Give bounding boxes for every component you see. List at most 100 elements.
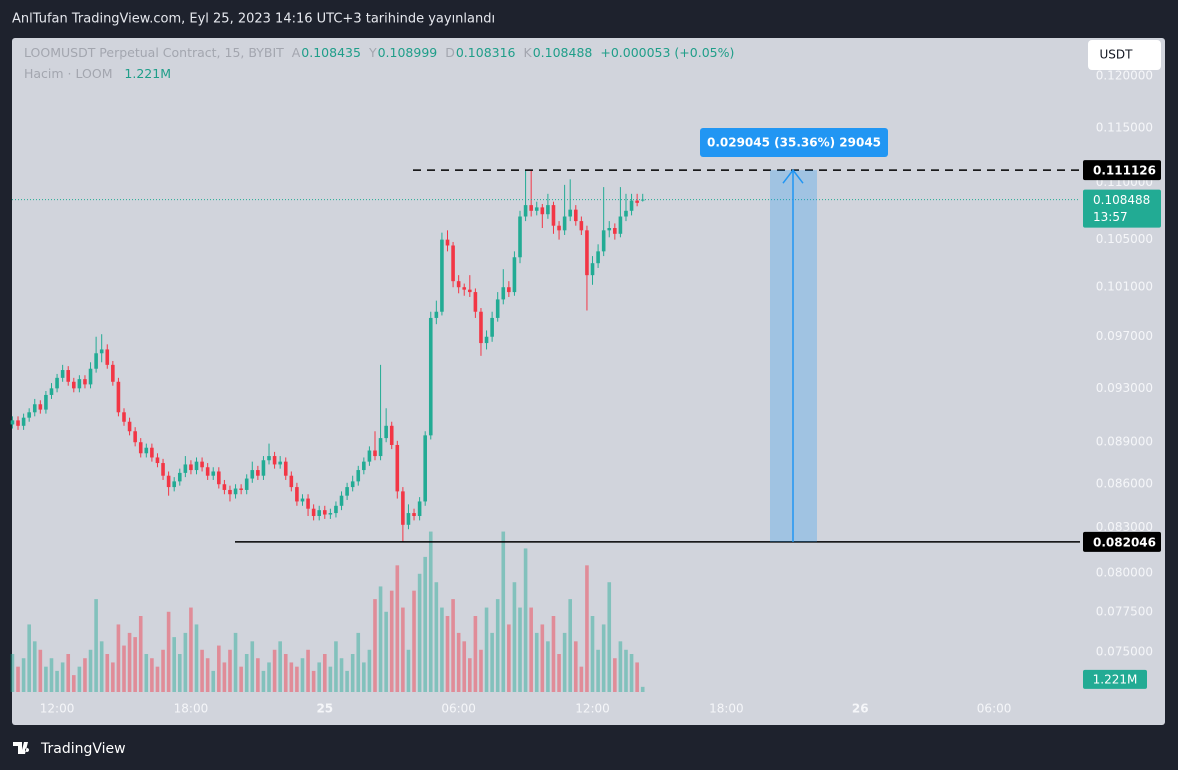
volume-bar <box>456 632 461 692</box>
volume-bar <box>434 582 439 692</box>
candle-body <box>239 488 243 490</box>
candle-body <box>523 205 528 217</box>
high-value: 0.108999 <box>377 45 438 60</box>
close-letter: K <box>523 45 532 60</box>
candle-body <box>233 488 238 495</box>
volume-bar <box>83 658 87 692</box>
candle-body <box>585 230 589 276</box>
volume-bar <box>607 582 612 692</box>
volume-bar <box>111 662 115 692</box>
volume-bar <box>339 658 344 692</box>
candle-body <box>373 450 377 457</box>
volume-bar <box>334 641 338 692</box>
candle-body <box>205 467 210 476</box>
candle-body <box>618 216 623 234</box>
volume-bar <box>328 666 333 692</box>
candle-body <box>473 292 478 312</box>
volume-bar <box>27 624 31 692</box>
countdown-label: 13:57 <box>1093 210 1128 224</box>
volume-bar <box>562 632 567 692</box>
candle-body <box>161 463 165 476</box>
volume-bar <box>540 624 545 692</box>
candle-body <box>339 495 344 506</box>
volume-bar <box>122 645 126 692</box>
volume-bar <box>183 632 188 692</box>
y-tick-label: 0.089000 <box>1096 435 1153 449</box>
volume-bar <box>205 658 210 692</box>
volume-bar <box>389 590 394 692</box>
x-tick-label: 06:00 <box>977 702 1012 716</box>
candle-body <box>362 461 366 471</box>
volume-bar <box>127 632 132 692</box>
candle-body <box>217 471 221 485</box>
volume-bar <box>401 607 405 692</box>
volume-bar <box>311 670 316 692</box>
volume-bar <box>490 632 494 692</box>
volume-bar <box>150 658 154 692</box>
volume-bar <box>161 649 165 692</box>
volume-bar <box>21 658 26 692</box>
candle-body <box>479 311 483 344</box>
volume-bar <box>306 649 310 692</box>
volume-bar <box>222 662 227 692</box>
candle-body <box>55 377 59 389</box>
candle-body <box>289 475 294 488</box>
volume-bar <box>445 616 450 692</box>
volume-bar <box>451 599 455 692</box>
candle-body <box>150 447 154 458</box>
candle-body <box>518 216 522 258</box>
candle-body <box>133 431 137 443</box>
volume-bar <box>495 599 500 692</box>
candle-body <box>596 251 600 264</box>
volume-bar <box>395 565 400 692</box>
y-tick-label: 0.115000 <box>1096 121 1153 135</box>
candle-body <box>88 368 93 385</box>
candle-body <box>451 245 455 282</box>
x-tick-label: 18:00 <box>709 702 744 716</box>
candle-body <box>568 209 573 217</box>
volume-bar <box>166 611 171 692</box>
volume-bar <box>88 649 93 692</box>
volume-bar <box>133 637 137 692</box>
currency-label[interactable]: USDT <box>1100 48 1134 62</box>
candle-body <box>194 461 199 471</box>
volume-bar <box>462 641 467 692</box>
volume-bar <box>244 654 249 692</box>
candle-body <box>546 205 550 215</box>
volume-bar <box>189 607 193 692</box>
volume-bar <box>573 641 578 692</box>
candle-body <box>267 456 271 461</box>
candle-body <box>111 364 115 382</box>
measure-arrowhead <box>782 168 804 184</box>
candle-body <box>77 379 82 389</box>
currency-button[interactable] <box>1088 40 1161 70</box>
volume-bar <box>278 641 282 692</box>
volume-bar <box>601 624 606 692</box>
support-badge-label: 0.082046 <box>1093 535 1156 549</box>
volume-bar <box>484 607 489 692</box>
y-tick-label: 0.075000 <box>1096 644 1153 658</box>
volume-bar <box>350 654 355 692</box>
brand: TradingView <box>40 741 126 757</box>
candle-body <box>345 487 349 496</box>
x-tick-label: 18:00 <box>174 702 209 716</box>
candle-body <box>395 444 400 492</box>
candle-body <box>512 257 517 293</box>
candle-body <box>540 207 545 215</box>
volume-bar <box>468 658 472 692</box>
candle-body <box>573 209 578 222</box>
candle-body <box>177 472 182 482</box>
volume-bar <box>624 649 628 692</box>
candle-body <box>607 228 612 231</box>
volume-bar <box>16 666 20 692</box>
candle-body <box>384 425 388 439</box>
candle-body <box>144 447 149 454</box>
candle-body <box>105 349 110 365</box>
volume-bar <box>518 607 522 692</box>
volume-legend: Hacim · LOOM 1.221M <box>24 66 175 81</box>
resistance-badge-label: 0.111126 <box>1093 164 1156 178</box>
volume-bar <box>378 586 383 692</box>
chart-pane <box>12 38 1165 725</box>
candle-body <box>417 501 422 516</box>
